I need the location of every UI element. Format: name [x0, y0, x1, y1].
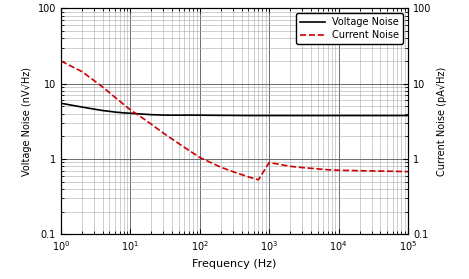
Current Noise: [405, 170, 411, 173]
Current Noise: [121, 103, 127, 106]
Current Noise: [266, 161, 272, 164]
Voltage Noise: [405, 114, 411, 117]
Current Noise: [140, 116, 145, 120]
Current Noise: [315, 167, 320, 170]
Line: Voltage Noise: Voltage Noise: [61, 103, 408, 116]
Current Noise: [91, 79, 97, 82]
Voltage Noise: [245, 114, 251, 117]
Current Noise: [79, 70, 85, 73]
Current Noise: [106, 91, 112, 94]
Voltage Noise: [140, 112, 145, 116]
Current Noise: [300, 166, 305, 169]
Voltage Noise: [161, 114, 166, 117]
Voltage Noise: [91, 107, 97, 111]
Current Noise: [325, 168, 331, 172]
Current Noise: [186, 149, 192, 152]
Voltage Noise: [176, 114, 182, 117]
Current Noise: [100, 85, 106, 89]
Voltage Noise: [186, 114, 192, 117]
Current Noise: [230, 170, 236, 173]
Current Noise: [256, 178, 261, 181]
Current Noise: [176, 142, 182, 145]
Voltage Noise: [266, 114, 272, 117]
Voltage Noise: [197, 114, 203, 117]
Voltage Noise: [79, 105, 85, 109]
Voltage Noise: [357, 114, 363, 117]
Voltage Noise: [128, 112, 133, 115]
Voltage Noise: [218, 114, 224, 117]
Current Noise: [197, 156, 203, 159]
Current Noise: [112, 96, 118, 99]
Voltage Noise: [117, 111, 122, 114]
Current Noise: [149, 122, 154, 126]
Legend: Voltage Noise, Current Noise: Voltage Noise, Current Noise: [296, 13, 403, 44]
Line: Current Noise: Current Noise: [61, 61, 408, 180]
Current Noise: [128, 108, 133, 112]
Current Noise: [336, 169, 341, 172]
Voltage Noise: [112, 110, 118, 114]
Voltage Noise: [287, 114, 293, 117]
Voltage Noise: [58, 102, 64, 105]
Voltage Noise: [121, 111, 127, 115]
Current Noise: [384, 170, 390, 173]
Voltage Noise: [336, 114, 341, 117]
Voltage Noise: [149, 113, 154, 116]
Voltage Noise: [100, 109, 106, 112]
Current Noise: [218, 165, 224, 169]
Voltage Noise: [106, 110, 112, 113]
Y-axis label: Current Noise (pA√Hz): Current Noise (pA√Hz): [437, 67, 447, 176]
Voltage Noise: [169, 114, 175, 117]
Current Noise: [287, 165, 293, 168]
Voltage Noise: [315, 114, 320, 117]
Current Noise: [58, 59, 64, 63]
Current Noise: [161, 132, 166, 135]
Current Noise: [117, 99, 122, 103]
Y-axis label: Voltage Noise (nV√Hz): Voltage Noise (nV√Hz): [22, 67, 32, 176]
X-axis label: Frequency (Hz): Frequency (Hz): [192, 259, 277, 269]
Current Noise: [357, 169, 363, 172]
Current Noise: [245, 175, 251, 179]
Voltage Noise: [384, 114, 390, 117]
